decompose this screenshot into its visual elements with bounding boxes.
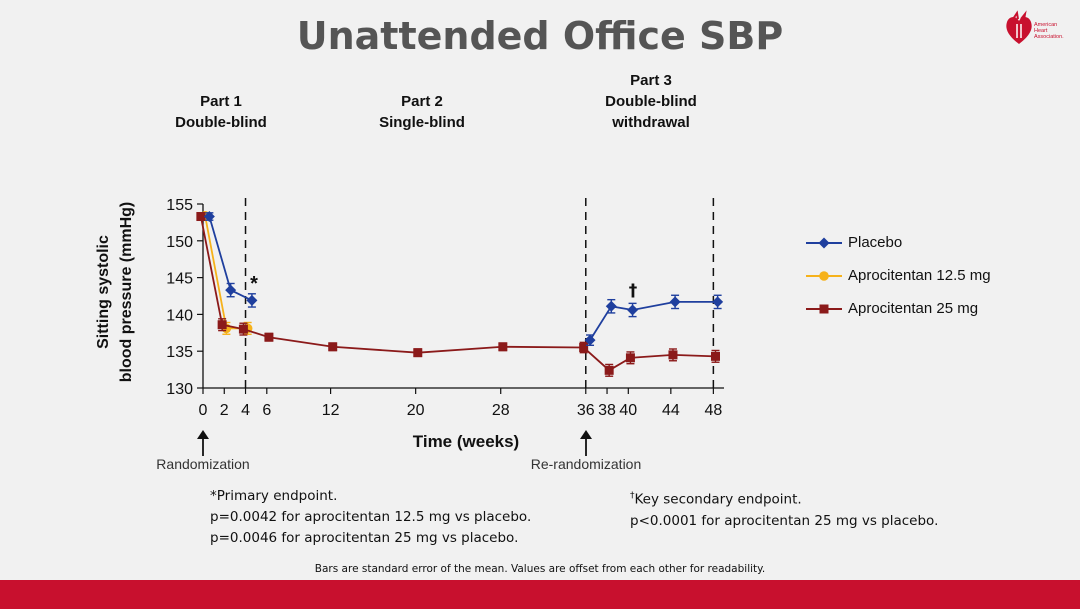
x-tick-label: 4 — [241, 402, 250, 419]
x-tick-label: 28 — [492, 402, 510, 419]
legend-swatch — [806, 270, 842, 281]
randomization-annotation: Randomization — [156, 430, 250, 472]
square-marker — [710, 351, 720, 361]
diamond-marker — [669, 296, 681, 308]
slide-title: Unattended Office SBP — [296, 14, 784, 58]
x-tick-label: 44 — [662, 402, 680, 419]
rerandomization-annotation: Re-randomization — [531, 430, 642, 472]
square-marker — [579, 343, 589, 353]
footer-red-bar — [0, 580, 1080, 609]
legend-item-apro25: Aprocitentan 25 mg — [806, 292, 991, 325]
part-3-label: Part 3 Double-blind withdrawal — [605, 72, 697, 131]
legend-label: Aprocitentan 12.5 mg — [848, 267, 991, 284]
square-marker — [413, 348, 423, 358]
y-axis-label-line-2: blood pressure (mmHg) — [118, 202, 135, 382]
y-axis-label-line-1: Sitting systolic — [95, 235, 112, 349]
legend-item-apro125: Aprocitentan 12.5 mg — [806, 259, 991, 292]
diamond-marker — [203, 211, 215, 223]
aha-logo-text: American Heart Association. — [1034, 22, 1064, 40]
diamond-marker — [246, 294, 258, 306]
diamond-marker — [225, 284, 237, 296]
part-1-label: Part 1 Double-blind — [175, 93, 267, 131]
error-bar-note: Bars are standard error of the mean. Val… — [314, 563, 766, 575]
diamond-marker — [712, 296, 724, 308]
square-marker — [238, 324, 248, 334]
x-tick-label: 2 — [220, 402, 229, 419]
legend-item-placebo: Placebo — [806, 226, 991, 259]
diamond-marker — [627, 304, 639, 316]
secondary-endpoint-footnote: †Key secondary endpoint. p<0.0001 for ap… — [630, 491, 939, 529]
square-marker — [668, 350, 678, 360]
legend-label: Aprocitentan 25 mg — [848, 300, 979, 317]
x-tick-label: 6 — [262, 402, 271, 419]
phase-divider-lines — [244, 198, 715, 388]
primary-endpoint-footnote: *Primary endpoint. p=0.0042 for aprocite… — [210, 488, 532, 546]
series-placebo — [584, 294, 724, 347]
legend-swatch — [806, 237, 842, 248]
axis-labels: Time (weeks) Sitting systolic blood pres… — [95, 202, 637, 451]
square-marker — [196, 212, 206, 222]
y-tick-label: 150 — [166, 234, 193, 251]
square-marker — [604, 365, 614, 375]
square-marker — [498, 342, 508, 352]
circle-marker — [819, 270, 829, 281]
square-marker — [328, 342, 338, 352]
x-tick-label: 48 — [704, 402, 722, 419]
diamond-marker — [605, 300, 617, 312]
legend-label: Placebo — [848, 234, 903, 251]
series-apro25 — [196, 212, 720, 377]
rerandomization-arrow-head — [580, 430, 592, 439]
x-axis-label: Time (weeks) — [413, 432, 519, 451]
diamond-marker — [584, 334, 596, 346]
y-tick-label: 130 — [166, 381, 193, 398]
x-tick-label: 36 — [577, 402, 595, 419]
x-tick-label: 12 — [322, 402, 340, 419]
chart-axes: 130 135 140 145 150 155 0 2 4 6 12 20 28 36 38 40 44 48 — [166, 197, 724, 419]
x-tick-label: 20 — [407, 402, 425, 419]
part-2-label: Part 2 Single-blind — [379, 93, 465, 131]
square-marker — [819, 304, 829, 313]
y-tick-label: 140 — [166, 307, 193, 324]
y-tick-label: 155 — [166, 197, 193, 214]
primary-endpoint-marker: * — [250, 273, 258, 295]
square-marker — [217, 320, 227, 330]
rerandomization-label: Re-randomization — [531, 456, 642, 472]
legend-swatch — [806, 304, 842, 313]
secondary-endpoint-marker: † — [629, 281, 638, 301]
series-layer — [196, 210, 724, 377]
x-tick-label: 38 — [598, 402, 616, 419]
series-line — [199, 216, 716, 372]
diamond-marker — [818, 237, 830, 248]
randomization-label: Randomization — [156, 456, 249, 472]
x-tick-label: 40 — [619, 402, 637, 419]
square-marker — [264, 332, 274, 342]
x-tick-label: 0 — [199, 402, 208, 419]
randomization-arrow-head — [197, 430, 209, 439]
series-placebo — [203, 211, 258, 308]
y-tick-label: 135 — [166, 344, 193, 361]
square-marker — [625, 353, 635, 363]
y-tick-label: 145 — [166, 271, 193, 288]
aha-heart-logo-icon — [1006, 10, 1032, 44]
chart-legend: Placebo Aprocitentan 12.5 mg Aprocitentan … — [806, 226, 991, 325]
